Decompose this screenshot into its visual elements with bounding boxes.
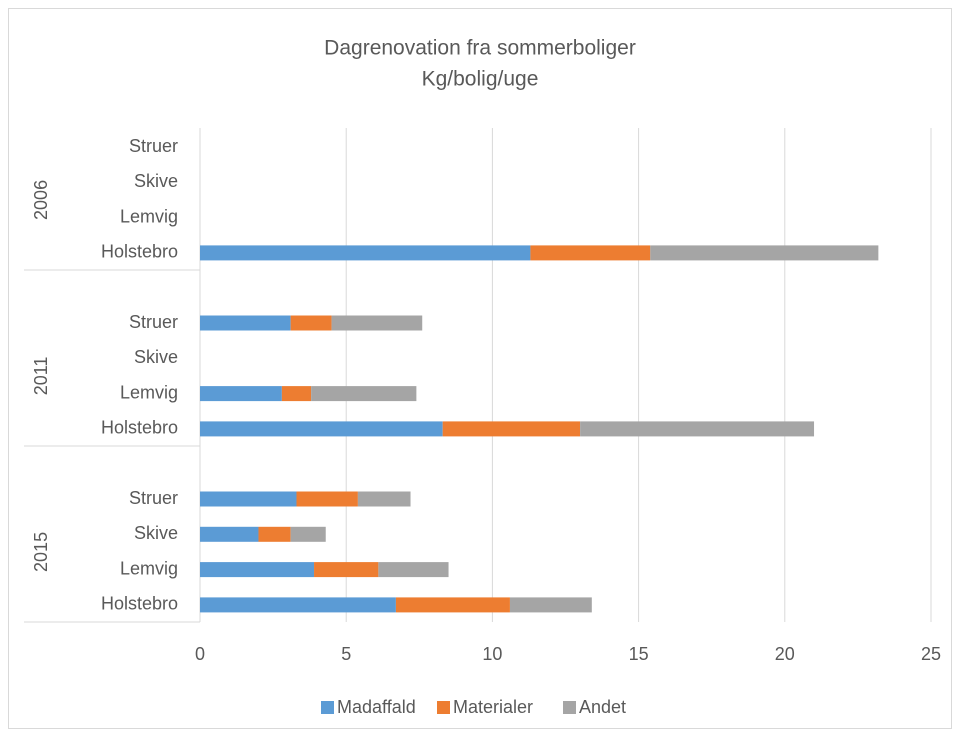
- legend-swatch: [563, 701, 576, 714]
- bar-segment: [311, 386, 417, 402]
- bar-segment: [290, 315, 332, 331]
- y-tick-label: Lemvig: [120, 558, 178, 578]
- x-tick-label: 5: [341, 644, 351, 664]
- legend-swatch: [321, 701, 334, 714]
- bar-segment: [357, 491, 411, 507]
- y-tick-label: Struer: [129, 312, 178, 332]
- x-tick-label: 10: [482, 644, 502, 664]
- bar-segment: [331, 315, 423, 331]
- y-tick-label: Holstebro: [101, 594, 178, 614]
- y-tick-label: Skive: [134, 347, 178, 367]
- x-tick-label: 15: [629, 644, 649, 664]
- bar-segment: [395, 597, 510, 613]
- bar-segment: [200, 562, 315, 578]
- bar-segment: [200, 526, 259, 542]
- group-label: 2011: [31, 357, 51, 396]
- chart-title: Dagrenovation fra sommerboliger: [324, 37, 636, 60]
- bar-segment: [281, 386, 312, 402]
- y-tick-label: Lemvig: [120, 382, 178, 402]
- bar-segment: [200, 597, 396, 613]
- bar-segment: [580, 421, 815, 437]
- bar-segment: [509, 597, 592, 613]
- group-label: 2015: [31, 532, 51, 572]
- legend-swatch: [437, 701, 450, 714]
- bar-segment: [378, 562, 449, 578]
- bar-segment: [200, 421, 443, 437]
- y-tick-label: Holstebro: [101, 242, 178, 262]
- y-tick-label: Skive: [134, 171, 178, 191]
- bar-segment: [200, 245, 531, 261]
- x-tick-label: 0: [195, 644, 205, 664]
- y-tick-label: Struer: [129, 136, 178, 156]
- legend-label: Madaffald: [337, 697, 416, 717]
- bar-segment: [530, 245, 651, 261]
- bar-segment: [290, 526, 326, 542]
- chart-subtitle: Kg/bolig/uge: [422, 68, 539, 91]
- bar-segment: [258, 526, 291, 542]
- y-tick-label: Struer: [129, 488, 178, 508]
- x-tick-label: 20: [775, 644, 795, 664]
- chart-border: [8, 8, 952, 729]
- legend-label: Materialer: [453, 697, 533, 717]
- y-tick-label: Skive: [134, 523, 178, 543]
- bar-segment: [200, 491, 297, 507]
- bar-segment: [200, 315, 291, 331]
- y-tick-label: Holstebro: [101, 418, 178, 438]
- y-tick-label: Lemvig: [120, 206, 178, 226]
- bar-segment: [314, 562, 379, 578]
- bar-segment: [296, 491, 358, 507]
- bar-segment: [442, 421, 581, 437]
- group-label: 2006: [31, 180, 51, 220]
- x-tick-label: 25: [921, 644, 941, 664]
- bar-segment: [200, 386, 282, 402]
- bar-segment: [650, 245, 879, 261]
- legend-label: Andet: [579, 697, 626, 717]
